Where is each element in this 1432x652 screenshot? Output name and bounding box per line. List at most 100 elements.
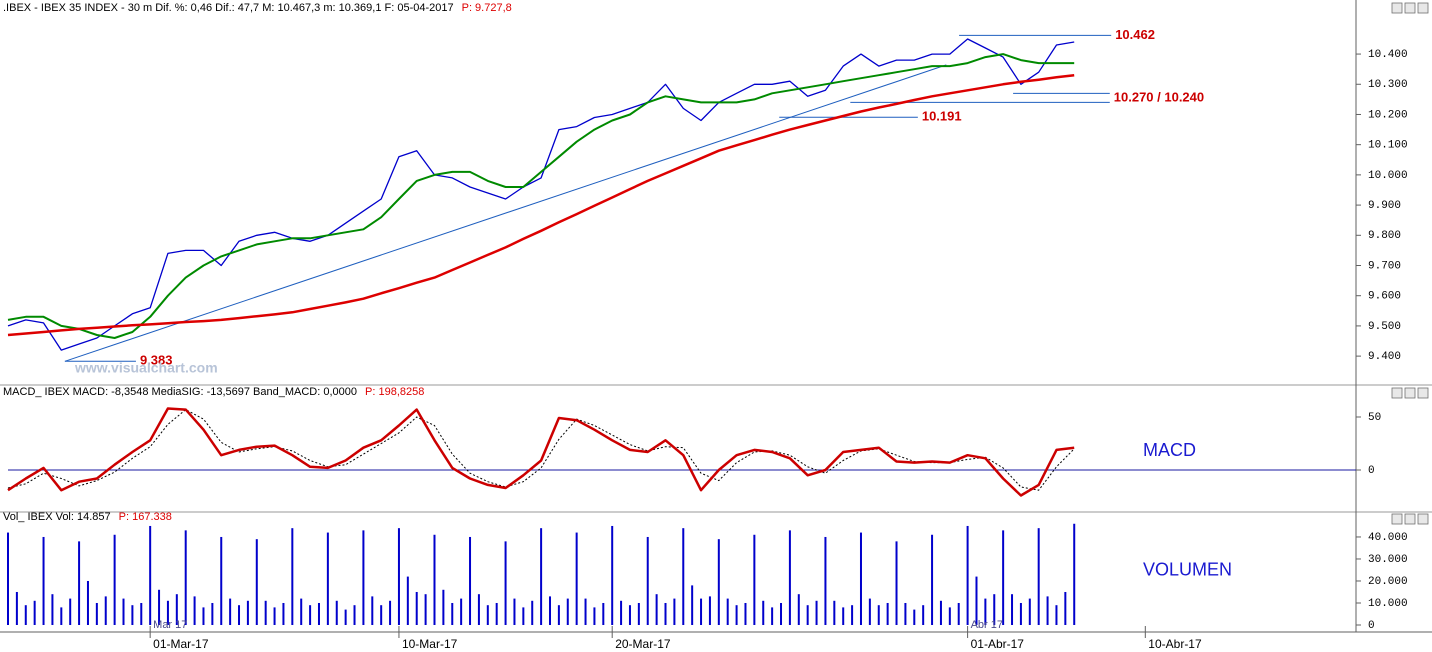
button[interactable] (1404, 2, 1416, 14)
series-line (7, 38, 1075, 351)
volume-bar (682, 528, 685, 625)
volume-bar (24, 605, 27, 625)
volume-bar (913, 609, 916, 625)
volume-bar (708, 596, 711, 625)
panel: 10.462 10.270 / 10.240 10.191 9.383 (7, 27, 1204, 368)
volume-bar (726, 598, 729, 625)
volume-bar (744, 602, 747, 625)
panel (7, 407, 1356, 497)
volume-bar (451, 602, 454, 625)
y-tick-label: 40.000 (1368, 532, 1408, 544)
x-tick-label: 01-Abr-17 (971, 637, 1025, 651)
y-tick-label: 10.200 (1368, 109, 1408, 121)
volume-bar (238, 605, 241, 625)
volume-bar (922, 605, 925, 625)
volume-bar (815, 600, 818, 625)
y-tick-label: 50 (1368, 412, 1381, 424)
panel-header: MACD_ IBEX MACD: -8,3548 MediaSIG: -13,5… (3, 386, 424, 398)
volume-bar (735, 605, 738, 625)
volume-bar (886, 602, 889, 625)
x-tick-label: 10-Abr-17 (1148, 637, 1202, 651)
volume-bar (415, 591, 418, 625)
volume-bar (406, 576, 409, 625)
volume-bar (184, 530, 187, 625)
volume-bar (309, 605, 312, 625)
volume-bar (460, 598, 463, 625)
volume-bar (317, 602, 320, 625)
volume-bar (51, 594, 54, 625)
month-label: Mar 17 (153, 619, 187, 631)
volume-bar (300, 598, 303, 625)
button[interactable] (1417, 387, 1429, 399)
y-tick-label: 9.700 (1368, 260, 1401, 272)
volume-bar (1011, 594, 1014, 625)
volume-bar (78, 541, 81, 625)
volume-bar (1019, 602, 1022, 625)
button[interactable] (1391, 513, 1403, 525)
volume-bar (33, 600, 36, 625)
volume-bar (975, 576, 978, 625)
volume-bar (60, 607, 63, 625)
volume-bar (895, 541, 898, 625)
volume-bar (762, 600, 765, 625)
y-tick-label: 10.000 (1368, 170, 1408, 182)
button[interactable] (1391, 387, 1403, 399)
volume-bar (993, 594, 996, 625)
volume-bar (868, 598, 871, 625)
window-buttons[interactable] (1391, 2, 1429, 525)
volume-bar (273, 607, 276, 625)
volume-bar (69, 598, 72, 625)
y-tick-label: 0 (1368, 620, 1375, 632)
volume-bar (42, 536, 45, 625)
y-tick-label: 10.300 (1368, 79, 1408, 91)
y-tick-label: 10.000 (1368, 598, 1408, 610)
y-tick-label: 9.900 (1368, 200, 1401, 212)
panel-label: MACD (1143, 440, 1196, 460)
volume-bar (655, 594, 658, 625)
volume-bar (859, 532, 862, 625)
volume-bar (797, 594, 800, 625)
button[interactable] (1391, 2, 1403, 14)
button[interactable] (1404, 513, 1416, 525)
volume-bar (700, 598, 703, 625)
volume-bar (158, 589, 161, 625)
volume-bar (175, 594, 178, 625)
volume-bar (673, 598, 676, 625)
header-p: P: 167.338 (119, 511, 172, 523)
volume-bar (1055, 605, 1058, 625)
header-p: P: 198,8258 (365, 386, 424, 398)
volume-bar (282, 602, 285, 625)
volume-bar (477, 594, 480, 625)
button[interactable] (1417, 513, 1429, 525)
volume-bar (602, 602, 605, 625)
x-tick-label: 20-Mar-17 (615, 637, 671, 651)
x-tick-label: 10-Mar-17 (402, 637, 458, 651)
volume-bar (229, 598, 232, 625)
volume-bar (1037, 528, 1040, 625)
volume-bar (131, 605, 134, 625)
volume-bar (255, 539, 258, 625)
volume-bar (1073, 523, 1076, 625)
volume-bar (806, 605, 809, 625)
volume-bar (931, 534, 934, 625)
y-tick-label: 30.000 (1368, 554, 1408, 566)
volume-bar (877, 605, 880, 625)
volume-bar (904, 602, 907, 625)
volume-bar (646, 536, 649, 625)
volume-bar (95, 602, 98, 625)
y-tick-label: 9.400 (1368, 351, 1401, 363)
volume-bar (851, 605, 854, 625)
y-tick-label: 10.400 (1368, 49, 1408, 61)
volume-bar (397, 528, 400, 625)
volume-bar (753, 534, 756, 625)
series-line (7, 409, 1075, 491)
panel-label: VOLUMEN (1143, 559, 1232, 579)
button[interactable] (1404, 387, 1416, 399)
button[interactable] (1417, 2, 1429, 14)
volume-bar (611, 525, 614, 625)
volume-bar (122, 598, 125, 625)
volume-bar (513, 598, 516, 625)
y-tick-label: 9.800 (1368, 230, 1401, 242)
volume-bar (637, 602, 640, 625)
